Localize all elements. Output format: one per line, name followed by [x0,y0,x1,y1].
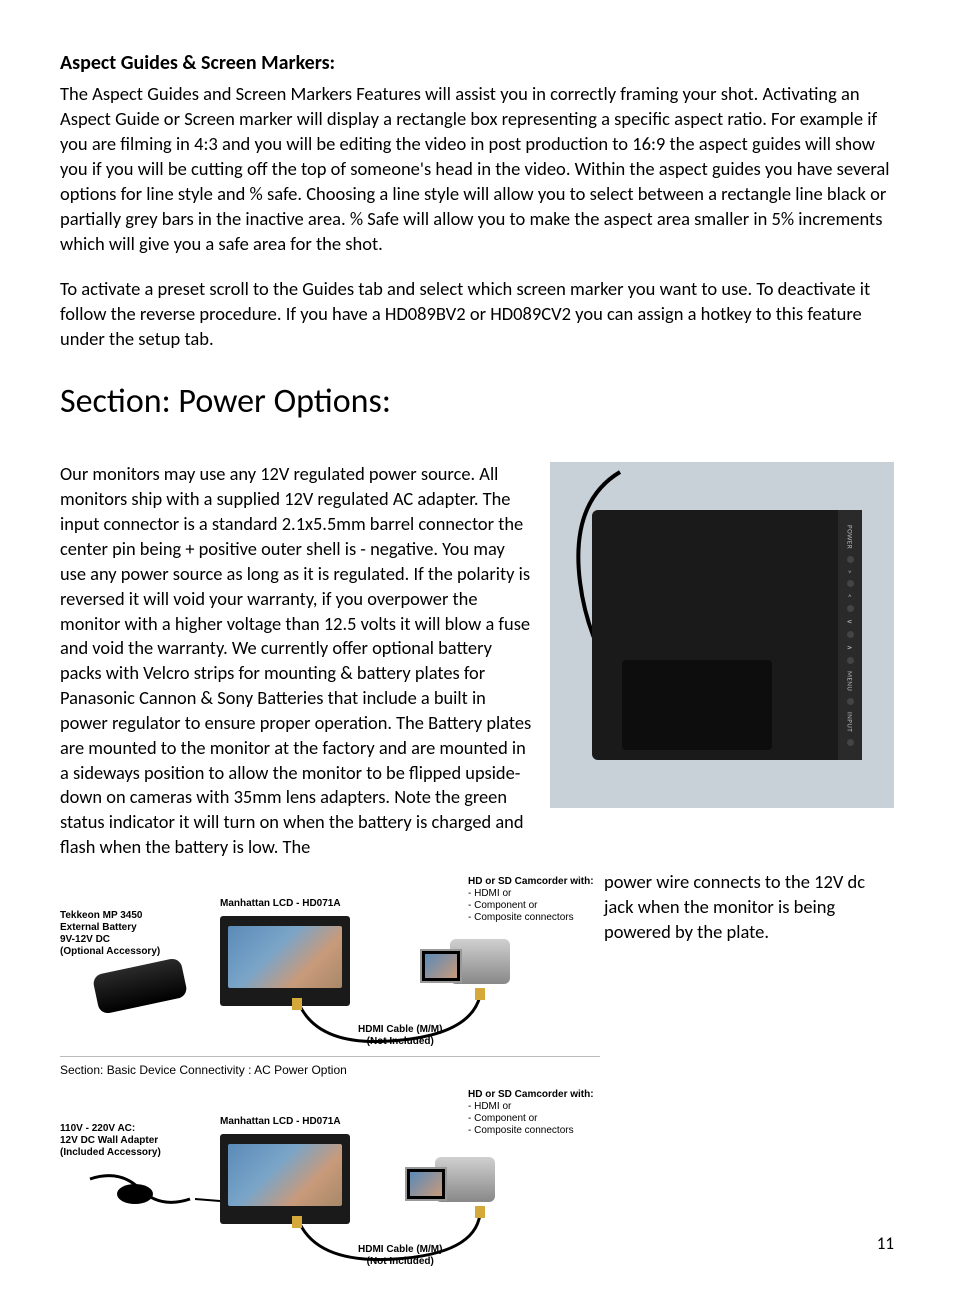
aspect-para-2: To activate a preset scroll to the Guide… [60,277,894,352]
power-body-text: POWER><∨∧MENUINPUTOur monitors may use a… [60,462,894,860]
power-heading: Section: Power Options: [60,382,894,423]
aspect-para-1: The Aspect Guides and Screen Markers Fea… [60,82,894,257]
power-caption: power wire connects to the 12V dc jack w… [604,870,894,945]
power-section: POWER><∨∧MENUINPUTOur monitors may use a… [60,462,894,1264]
page-number: 11 [877,1233,894,1254]
monitor-back-photo: POWER><∨∧MENUINPUT [550,462,894,808]
connectivity-diagram-ac: 110V - 220V AC:12V DC Wall Adapter(Inclu… [60,1079,600,1259]
connectivity-diagram-battery: Tekkeon MP 3450External Battery9V-12V DC… [60,876,600,1057]
diagram-section-title: Section: Basic Device Connectivity : AC … [60,1063,600,1077]
aspect-heading: Aspect Guides & Screen Markers: [60,50,894,76]
document-page: Aspect Guides & Screen Markers: The Aspe… [0,0,954,1294]
